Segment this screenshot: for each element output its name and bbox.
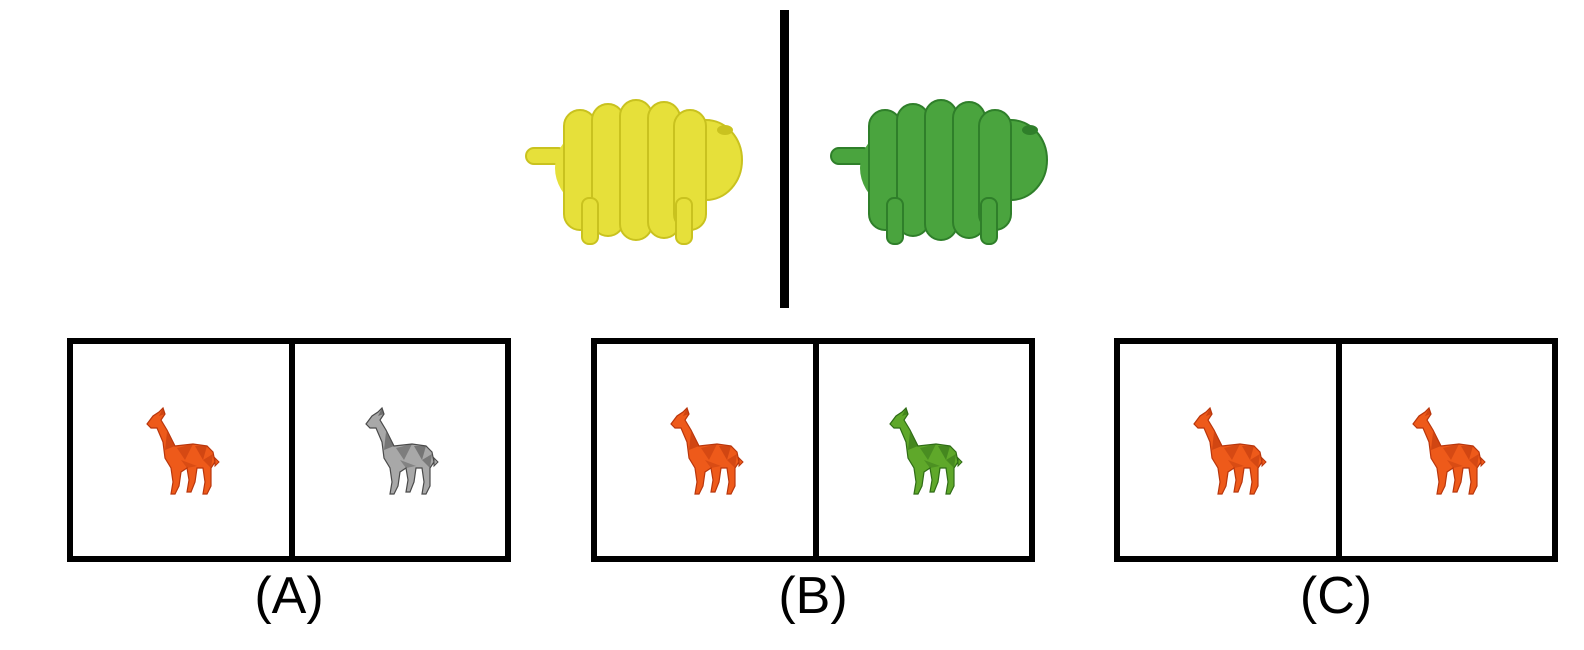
option-c-divider <box>1336 344 1342 556</box>
yellow-sheep-icon <box>520 90 750 250</box>
green-sheep-icon <box>825 90 1055 250</box>
prompt-pair <box>520 10 1060 308</box>
option-c-box[interactable] <box>1114 338 1558 562</box>
option-a-label: (A) <box>254 567 324 625</box>
prompt-divider <box>780 10 789 308</box>
option-c-left-cell <box>1120 344 1336 556</box>
orange-giraffe-icon <box>146 406 220 495</box>
orange-giraffe-icon <box>670 406 744 495</box>
gray-giraffe-icon <box>365 406 439 495</box>
option-a-right-cell <box>295 344 505 556</box>
option-b-right-cell <box>819 344 1029 556</box>
option-b-box[interactable] <box>591 338 1035 562</box>
green-giraffe-icon <box>889 406 963 495</box>
option-b-label: (B) <box>778 567 848 625</box>
option-a-divider <box>289 344 295 556</box>
option-c-label: (C) <box>1299 567 1373 625</box>
orange-giraffe-icon <box>1193 406 1267 495</box>
option-a-left-cell <box>73 344 289 556</box>
orange-giraffe-icon <box>1412 406 1486 495</box>
option-a-box[interactable] <box>67 338 511 562</box>
option-c-right-cell <box>1342 344 1552 556</box>
option-b-divider <box>813 344 819 556</box>
option-b-left-cell <box>597 344 813 556</box>
